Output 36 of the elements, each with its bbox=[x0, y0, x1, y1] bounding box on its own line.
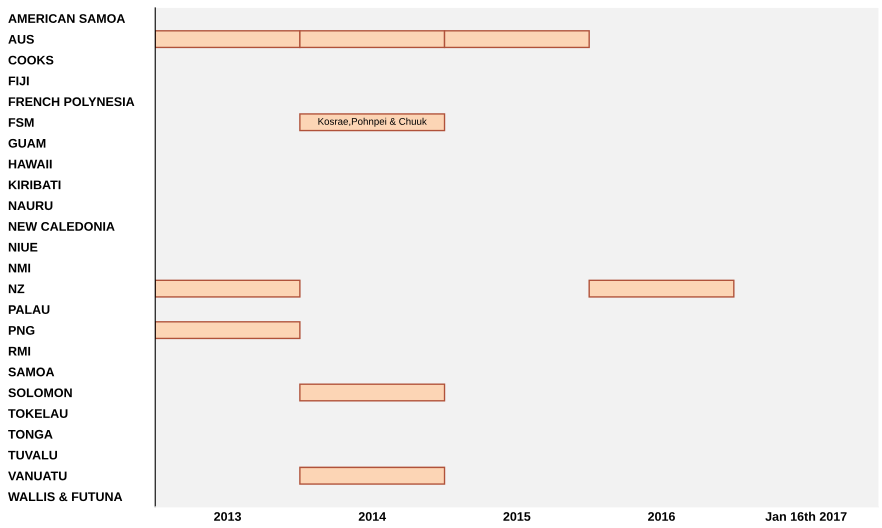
x-tick-label: 2016 bbox=[648, 512, 675, 521]
y-tick-label: SAMOA bbox=[8, 368, 54, 376]
x-tick-label: Jan 16th 2017 bbox=[765, 512, 847, 521]
y-tick-label: HAWAII bbox=[8, 160, 52, 168]
bar bbox=[155, 280, 301, 298]
y-tick-label: GUAM bbox=[8, 138, 46, 148]
bar bbox=[299, 466, 446, 485]
y-tick-label: NMI bbox=[8, 264, 30, 272]
y-tick-label: PNG bbox=[8, 326, 34, 335]
y-tick-label: VANUATU bbox=[8, 472, 67, 480]
bar bbox=[299, 113, 446, 132]
y-tick-label: NAURU bbox=[8, 201, 52, 210]
y-tick-label: FRENCH POLYNESIA bbox=[8, 97, 134, 106]
x-tick-label: 2013 bbox=[214, 512, 242, 521]
bar bbox=[155, 321, 301, 340]
y-tick-label: TONGA bbox=[8, 430, 53, 439]
y-tick-label: WALLIS & FUTUNA bbox=[8, 492, 122, 502]
y-tick-label: NEW CALEDONIA bbox=[8, 222, 115, 231]
y-tick-label: KIRIBATI bbox=[8, 180, 60, 190]
y-tick-label: NIUE bbox=[8, 242, 38, 252]
x-tick-label: 2014 bbox=[358, 512, 386, 521]
y-tick-label: PALAU bbox=[8, 305, 50, 314]
y-tick-label: AUS bbox=[8, 34, 34, 44]
y-tick-label: SOLOMON bbox=[8, 388, 72, 398]
annotation: Kosrae,Pohnpei & Chuuk bbox=[318, 118, 427, 127]
y-tick-label: FSM bbox=[8, 118, 34, 127]
y-tick-label: NZ bbox=[8, 284, 24, 294]
y-tick-label: TUVALU bbox=[8, 450, 58, 460]
y-tick-label: TOKELAU bbox=[8, 409, 68, 418]
y-tick-label: FIJI bbox=[8, 76, 29, 86]
bar bbox=[588, 280, 735, 298]
y-tick-label: AMERICAN SAMOA bbox=[8, 14, 126, 23]
y-tick-label: RMI bbox=[8, 346, 30, 356]
y-tick-label: COOKS bbox=[8, 56, 54, 65]
bar bbox=[299, 384, 446, 402]
x-tick-label: 2015 bbox=[503, 512, 530, 521]
